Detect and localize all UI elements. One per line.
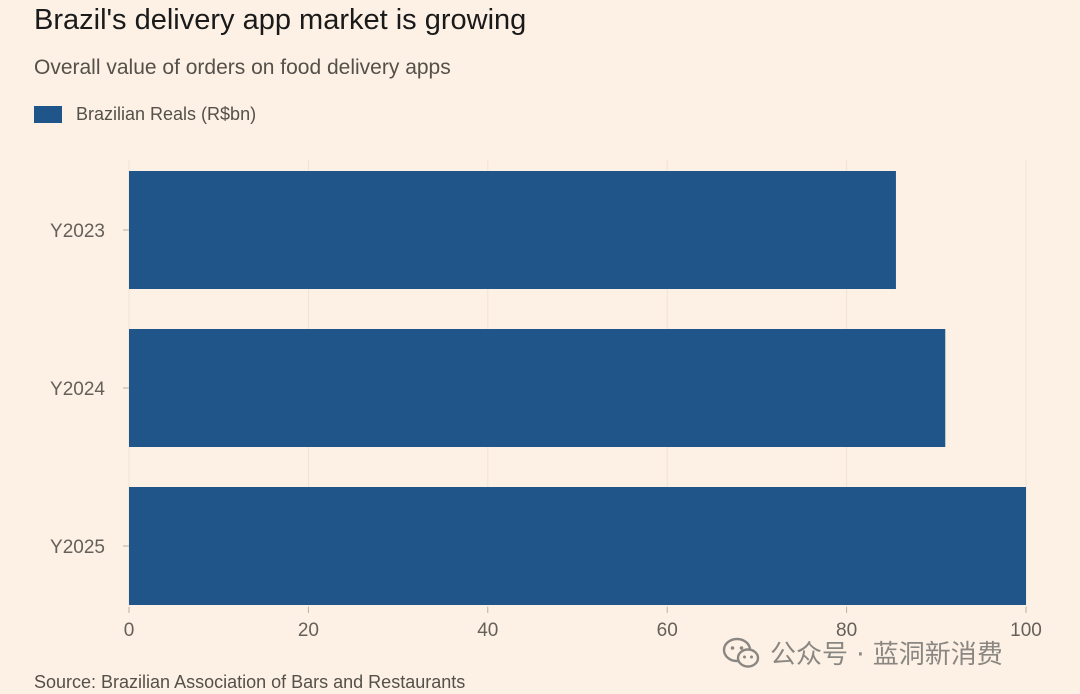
x-tick-label: 100 xyxy=(1010,620,1042,641)
wechat-icon xyxy=(722,637,760,668)
x-tick-label: 60 xyxy=(657,620,678,641)
x-tick-label: 80 xyxy=(836,620,857,641)
category-label: Y2024 xyxy=(50,379,105,400)
chart-title: Brazil's delivery app market is growing xyxy=(34,4,527,36)
watermark-text: 公众号 · 蓝洞新消费 xyxy=(770,640,1003,670)
chart-source: Source: Brazilian Association of Bars an… xyxy=(34,672,466,692)
category-label: Y2023 xyxy=(50,221,105,242)
legend-swatch xyxy=(34,106,62,123)
x-tick-label: 40 xyxy=(477,620,498,641)
bar xyxy=(129,487,1026,605)
chart-subtitle: Overall value of orders on food delivery… xyxy=(34,56,451,79)
x-tick-label: 20 xyxy=(298,620,319,641)
legend-label: Brazilian Reals (R$bn) xyxy=(76,104,257,124)
bar xyxy=(129,329,946,447)
watermark: 公众号 · 蓝洞新消费 xyxy=(722,634,1003,671)
chart-legend: Brazilian Reals (R$bn) xyxy=(34,104,256,125)
x-tick-label: 0 xyxy=(124,620,135,641)
bar xyxy=(129,171,896,289)
category-label: Y2025 xyxy=(50,537,105,558)
